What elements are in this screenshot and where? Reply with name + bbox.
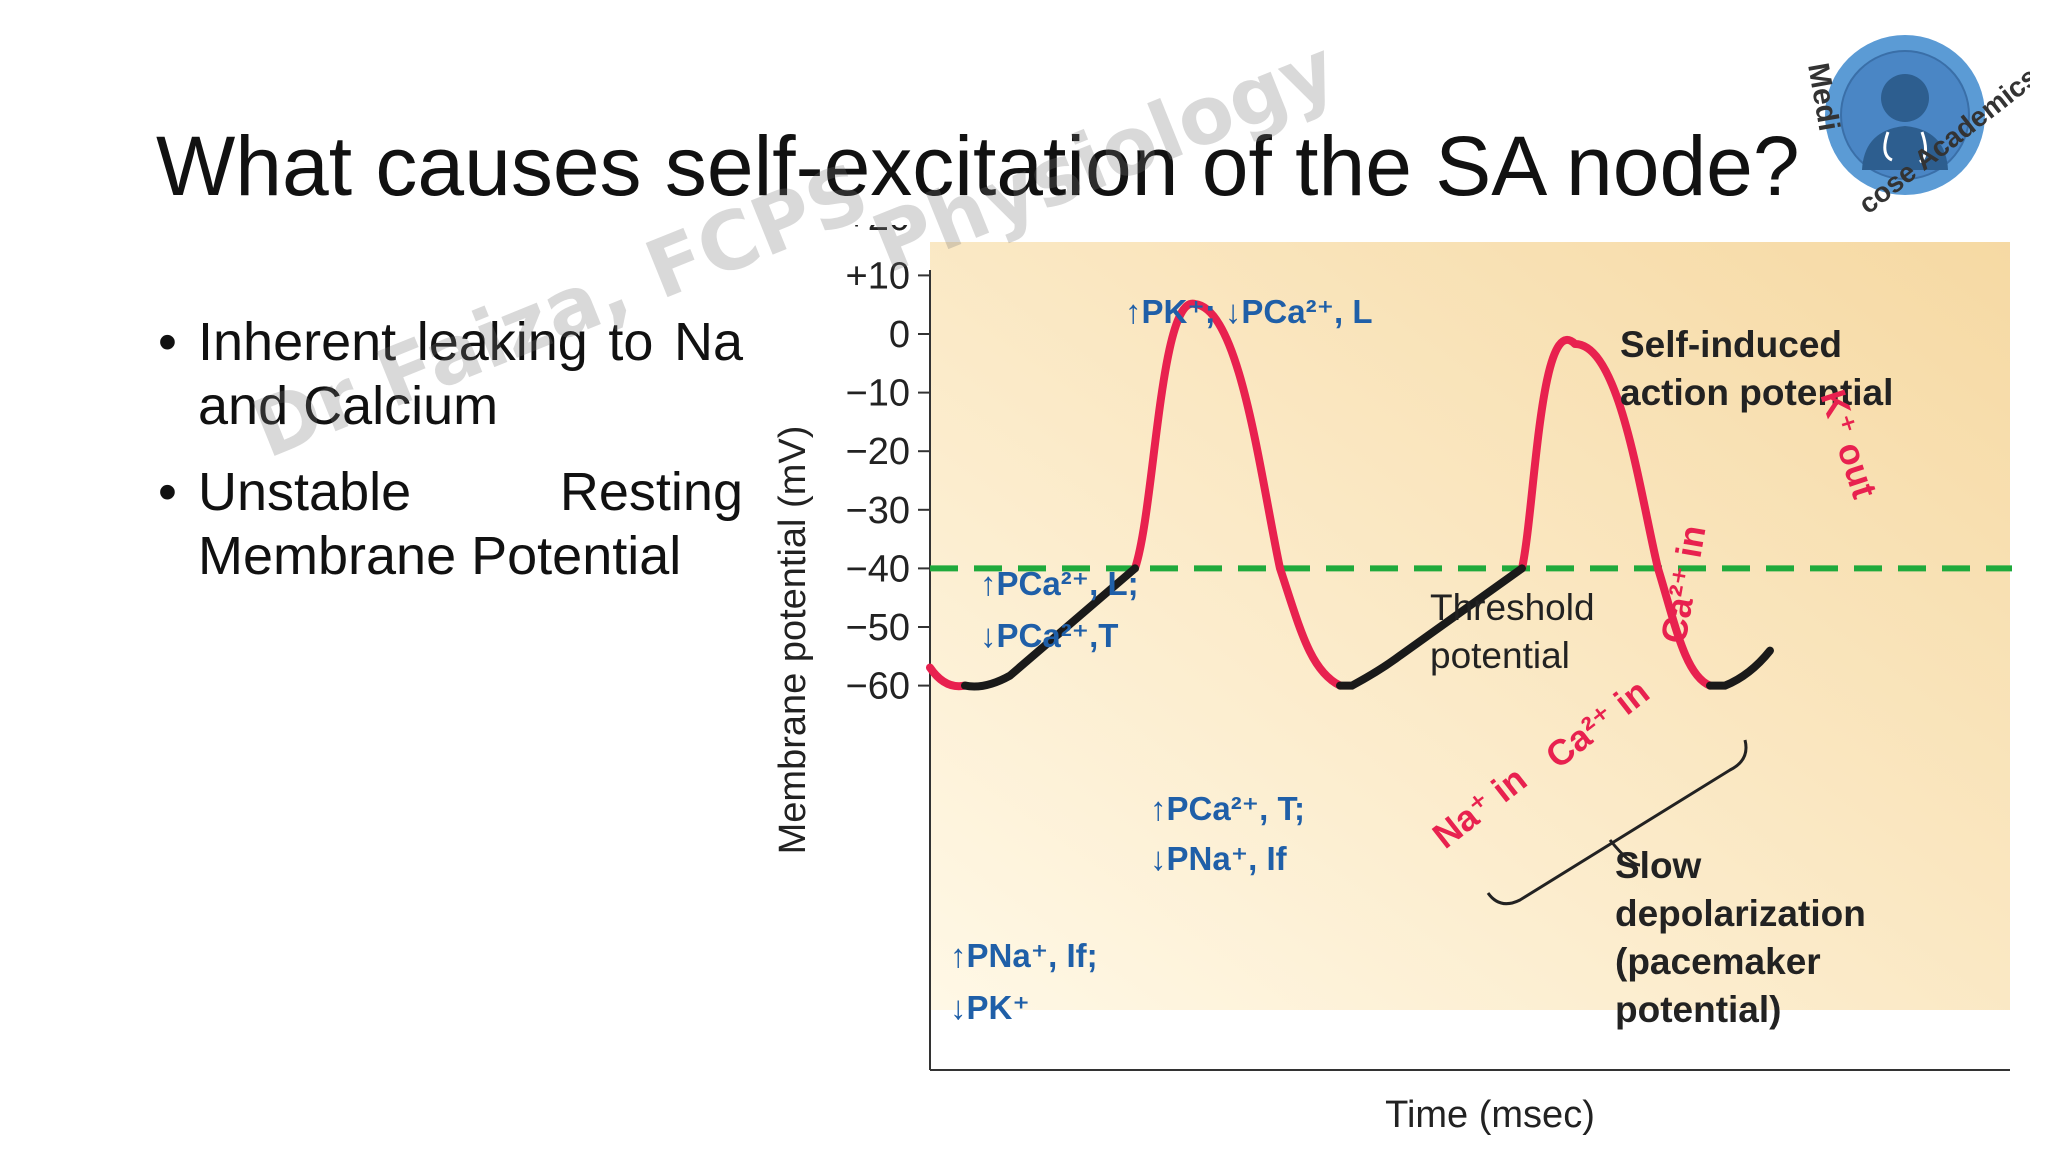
y-tick-label: +10 (846, 255, 910, 297)
slow-line1: Slow (1615, 845, 1702, 886)
self-induced-label: Self-induced action potential (1620, 324, 1893, 413)
y-tick-label: −30 (846, 490, 910, 532)
y-axis-label: Membrane potential (mV) (772, 426, 814, 855)
slow-depolarization-brace-tick (1608, 839, 1641, 867)
action-potential-trace (1518, 336, 1714, 690)
slow-depolarization-label: Slow depolarization (pacemaker potential… (1615, 845, 1866, 1030)
y-tick-label: −40 (846, 548, 910, 590)
slow-depolarization-brace (1486, 739, 1748, 906)
slow-line4: potential) (1615, 989, 1781, 1030)
y-tick-label: −10 (846, 373, 910, 415)
bullet-item: Unstable Resting Membrane Potential (158, 460, 743, 588)
doctor-icon (1862, 74, 1948, 170)
y-tick-label: −20 (846, 431, 910, 473)
self-induced-line2: action potential (1620, 372, 1893, 413)
pacemaker-diagram: +20 +10 0 −10 −20 −30 −40 −50 −60 Membrane poten… (772, 225, 2012, 1136)
bullet-item: Inherent leaking to Na and Calcium (158, 310, 743, 438)
upstroke-annotation-line1: ↑PCa²⁺, L; (980, 565, 1139, 602)
mid-annotation-line1: ↑PCa²⁺, T; (1150, 790, 1305, 827)
y-tick-label: −50 (846, 607, 910, 649)
plot-background (930, 242, 2010, 1010)
bottom-annotation-line1: ↑PNa⁺, If; (950, 937, 1098, 974)
pacemaker-trace (1336, 564, 1526, 690)
pacemaker-trace (961, 564, 1139, 691)
slide-title: What causes self-excitation of the SA no… (156, 119, 1800, 213)
self-induced-line1: Self-induced (1620, 324, 1842, 365)
academy-logo: Medi cose Academics (1801, 35, 2030, 220)
bullet-list: Inherent leaking to Na and Calcium Unsta… (158, 310, 743, 610)
threshold-line2: potential (1430, 635, 1570, 676)
bottom-annotation-line2: ↓PK⁺ (950, 989, 1030, 1026)
x-axis-label: Time (msec) (1385, 1094, 1595, 1136)
y-tick-label: +20 (846, 225, 910, 239)
y-tick-label: 0 (889, 314, 910, 356)
top-annotation: ↑PK⁺; ↓PCa²⁺, L (1125, 293, 1373, 330)
slow-line2: depolarization (1615, 893, 1866, 934)
mid-annotation-line2: ↓PNa⁺, If (1150, 840, 1288, 877)
threshold-line1: Threshold (1430, 587, 1595, 628)
pacemaker-trace (1706, 646, 1774, 690)
threshold-label: Threshold potential (1430, 587, 1595, 676)
upstroke-annotation-line2: ↓PCa²⁺,T (980, 617, 1118, 654)
slow-line3: (pacemaker (1615, 941, 1821, 982)
y-tick-label: −60 (846, 666, 910, 708)
y-ticks: +20 +10 0 −10 −20 −30 −40 −50 −60 (846, 225, 930, 708)
stethoscope-icon (1883, 131, 1927, 164)
